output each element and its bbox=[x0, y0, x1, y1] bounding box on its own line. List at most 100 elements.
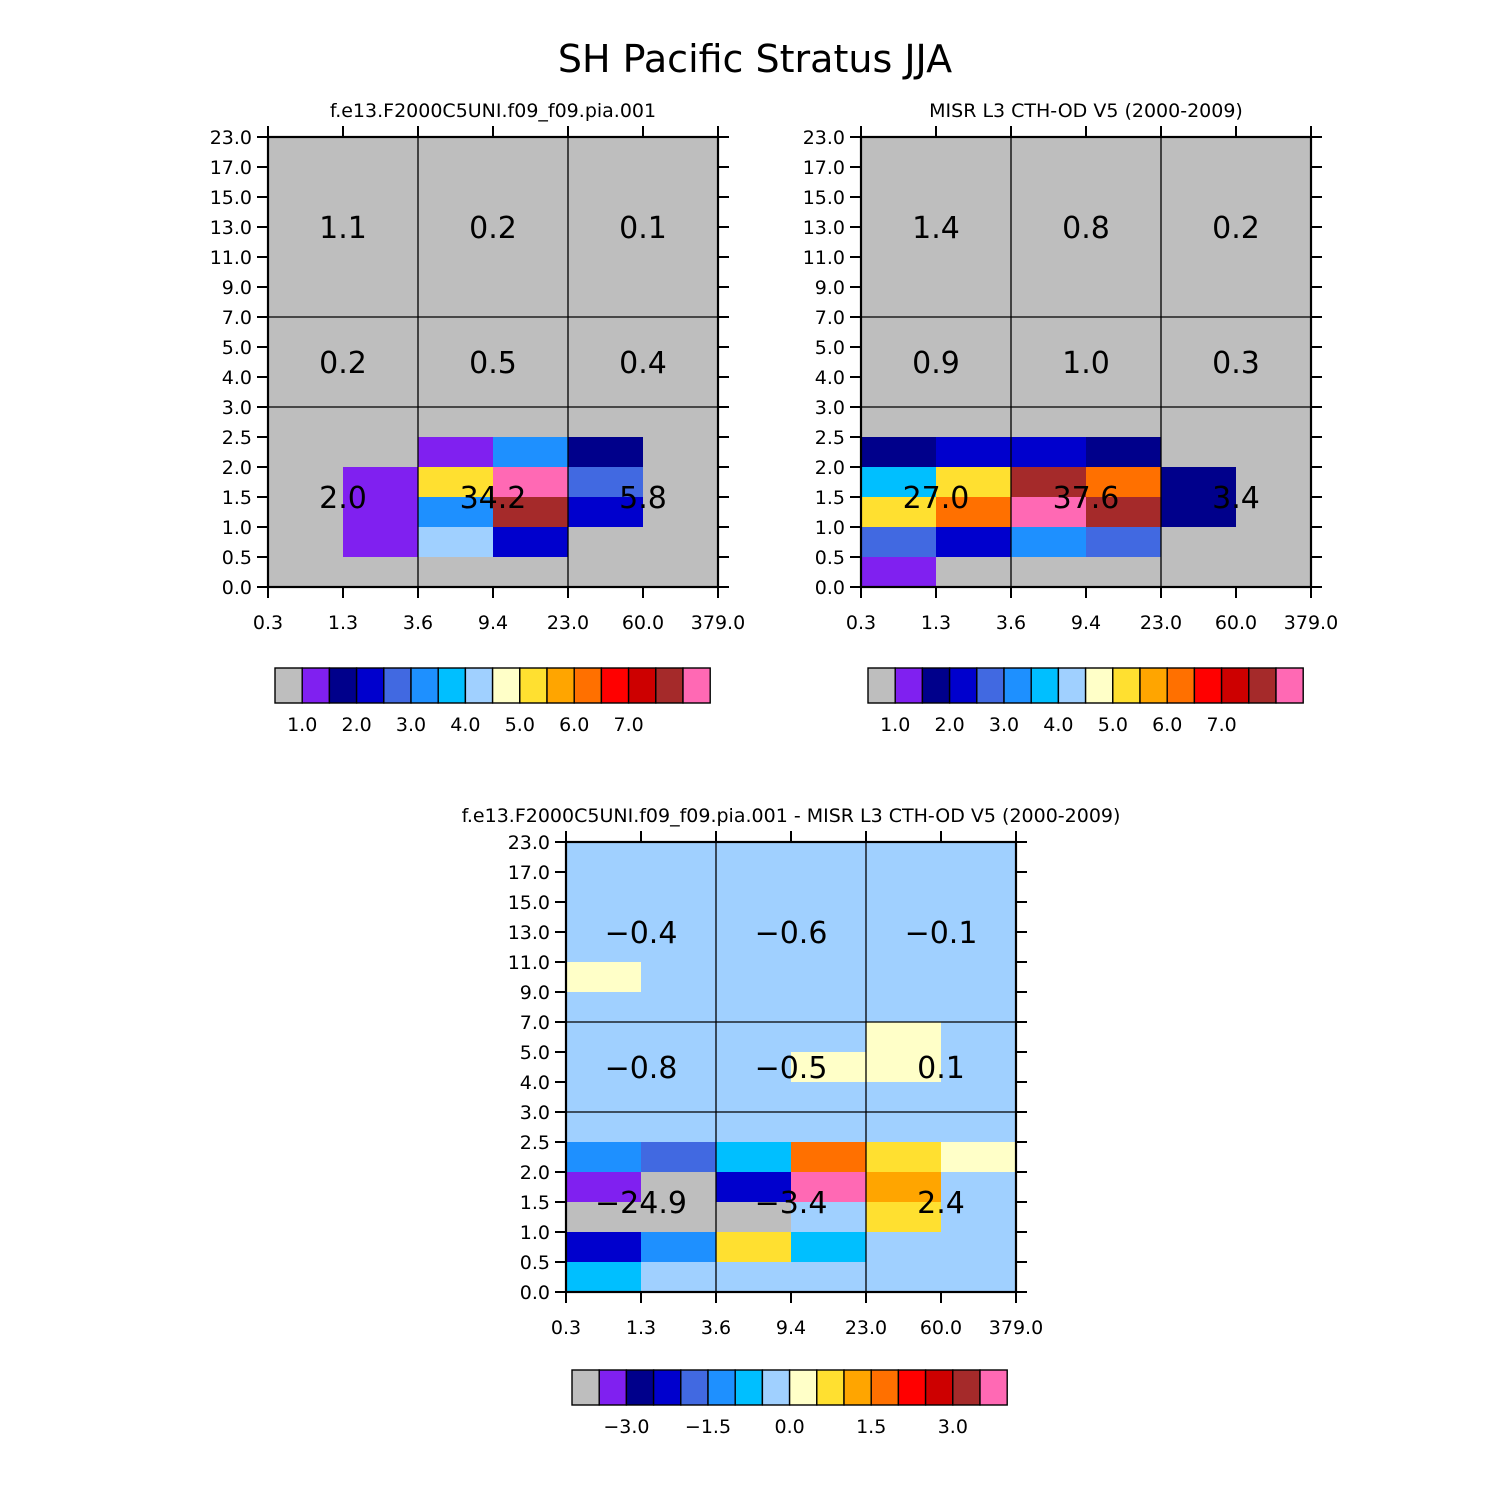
colorbar-box bbox=[952, 1369, 981, 1406]
y-tick-label: 2.5 bbox=[520, 1132, 550, 1154]
y-tick-label: 7.0 bbox=[815, 307, 845, 329]
x-tick-label: 1.3 bbox=[921, 612, 951, 634]
heatmap-cell bbox=[343, 467, 418, 497]
heatmap-cell bbox=[343, 527, 418, 557]
group-value-label: 0.1 bbox=[619, 211, 667, 246]
colorbar-box bbox=[1220, 667, 1250, 704]
heatmap-cell bbox=[716, 1232, 791, 1262]
group-value-label: −24.9 bbox=[595, 1186, 687, 1221]
x-tick-label: 23.0 bbox=[547, 612, 589, 634]
heatmap-cell bbox=[566, 962, 641, 992]
colorbar-box bbox=[625, 1369, 655, 1406]
y-tick-label: 11.0 bbox=[803, 247, 845, 269]
colorbar-label: 6.0 bbox=[559, 714, 589, 736]
group-value-label: 0.5 bbox=[469, 346, 517, 381]
group-value-label: −0.4 bbox=[605, 916, 678, 951]
colorbar-box bbox=[1139, 667, 1168, 704]
colorbar-box bbox=[1193, 667, 1223, 704]
colorbar-label: −1.5 bbox=[685, 1416, 731, 1438]
heatmap-cell bbox=[866, 1052, 941, 1082]
colorbar-label: 3.0 bbox=[396, 714, 426, 736]
colorbar-box bbox=[682, 667, 711, 704]
colorbar-box bbox=[410, 667, 439, 704]
colorbar-box bbox=[1084, 667, 1114, 704]
colorbar-box bbox=[816, 1369, 845, 1406]
panel-title: f.e13.F2000C5UNI.f09_f09.pia.001 - MISR … bbox=[462, 805, 1121, 827]
colorbar-label: 1.0 bbox=[880, 714, 910, 736]
x-tick-label: 3.6 bbox=[701, 1317, 731, 1339]
x-tick-label: 1.3 bbox=[626, 1317, 656, 1339]
group-value-label: 34.2 bbox=[460, 481, 527, 516]
heatmap-cell bbox=[716, 1202, 791, 1232]
y-tick-label: 1.5 bbox=[222, 487, 252, 509]
colorbar-box bbox=[301, 667, 331, 704]
y-tick-label: 15.0 bbox=[508, 892, 550, 914]
x-tick-label: 9.4 bbox=[1071, 612, 1101, 634]
heatmap-cell bbox=[1011, 467, 1086, 497]
heatmap-cell bbox=[866, 1022, 941, 1052]
heatmap-cell bbox=[641, 1202, 716, 1232]
y-tick-label: 9.0 bbox=[222, 277, 252, 299]
colorbar-box bbox=[788, 1369, 818, 1406]
y-tick-label: 1.0 bbox=[222, 517, 252, 539]
y-tick-label: 4.0 bbox=[815, 367, 845, 389]
heatmap-cell bbox=[1086, 467, 1161, 497]
heatmap-cell bbox=[861, 467, 936, 497]
heatmap-cell bbox=[1161, 467, 1236, 497]
heatmap-cell bbox=[861, 437, 936, 467]
colorbar-box bbox=[1057, 667, 1087, 704]
x-tick-label: 379.0 bbox=[691, 612, 745, 634]
heatmap-cell bbox=[343, 497, 418, 527]
heatmap-cell bbox=[941, 1142, 1016, 1172]
heatmap-cell bbox=[418, 527, 493, 557]
colorbar-box bbox=[519, 667, 548, 704]
y-tick-label: 0.5 bbox=[815, 547, 845, 569]
x-tick-label: 60.0 bbox=[622, 612, 664, 634]
heatmap-cell bbox=[568, 437, 643, 467]
heatmap-cell bbox=[716, 1172, 791, 1202]
heatmap-cell bbox=[791, 1232, 866, 1262]
heatmap-cell bbox=[936, 527, 1011, 557]
heatmap-cell bbox=[566, 1142, 641, 1172]
heatmap-cell bbox=[641, 1172, 716, 1202]
heatmap-cell bbox=[566, 1262, 641, 1292]
group-value-label: 1.4 bbox=[912, 211, 960, 246]
y-tick-label: 13.0 bbox=[508, 922, 550, 944]
group-value-label: 27.0 bbox=[903, 481, 970, 516]
colorbar-box bbox=[437, 667, 467, 704]
colorbar-box bbox=[897, 1369, 927, 1406]
heatmap-cell bbox=[936, 497, 1011, 527]
heatmap-cell bbox=[418, 467, 493, 497]
y-tick-label: 2.5 bbox=[222, 427, 252, 449]
heatmap-cell bbox=[418, 497, 493, 527]
x-tick-label: 60.0 bbox=[920, 1317, 962, 1339]
heatmap-cell bbox=[568, 497, 643, 527]
group-value-label: −0.5 bbox=[755, 1051, 828, 1086]
group-value-label: 0.2 bbox=[469, 211, 517, 246]
y-tick-label: 17.0 bbox=[803, 157, 845, 179]
y-tick-label: 2.0 bbox=[222, 457, 252, 479]
heatmap-cell bbox=[566, 1202, 641, 1232]
x-tick-label: 23.0 bbox=[1140, 612, 1182, 634]
colorbar-box bbox=[867, 667, 896, 704]
colorbar-box bbox=[870, 1369, 900, 1406]
colorbar-label: 5.0 bbox=[505, 714, 535, 736]
colorbar-label: 4.0 bbox=[450, 714, 480, 736]
heatmap-cell bbox=[866, 1142, 941, 1172]
group-value-label: 2.4 bbox=[917, 1186, 965, 1221]
heatmap-cell bbox=[568, 467, 643, 497]
group-value-label: 0.3 bbox=[1212, 346, 1260, 381]
main-title: SH Pacific Stratus JJA bbox=[558, 37, 952, 81]
y-tick-label: 3.0 bbox=[520, 1102, 550, 1124]
colorbar-box bbox=[761, 1369, 791, 1406]
colorbar-box bbox=[843, 1369, 872, 1406]
colorbar-label: 1.5 bbox=[856, 1416, 886, 1438]
y-tick-label: 23.0 bbox=[803, 127, 845, 149]
x-tick-label: 9.4 bbox=[478, 612, 508, 634]
x-tick-label: 3.6 bbox=[403, 612, 433, 634]
group-value-label: 1.0 bbox=[1062, 346, 1110, 381]
colorbar-box bbox=[707, 1369, 736, 1406]
y-tick-label: 0.0 bbox=[222, 577, 252, 599]
heatmap-cell bbox=[936, 437, 1011, 467]
